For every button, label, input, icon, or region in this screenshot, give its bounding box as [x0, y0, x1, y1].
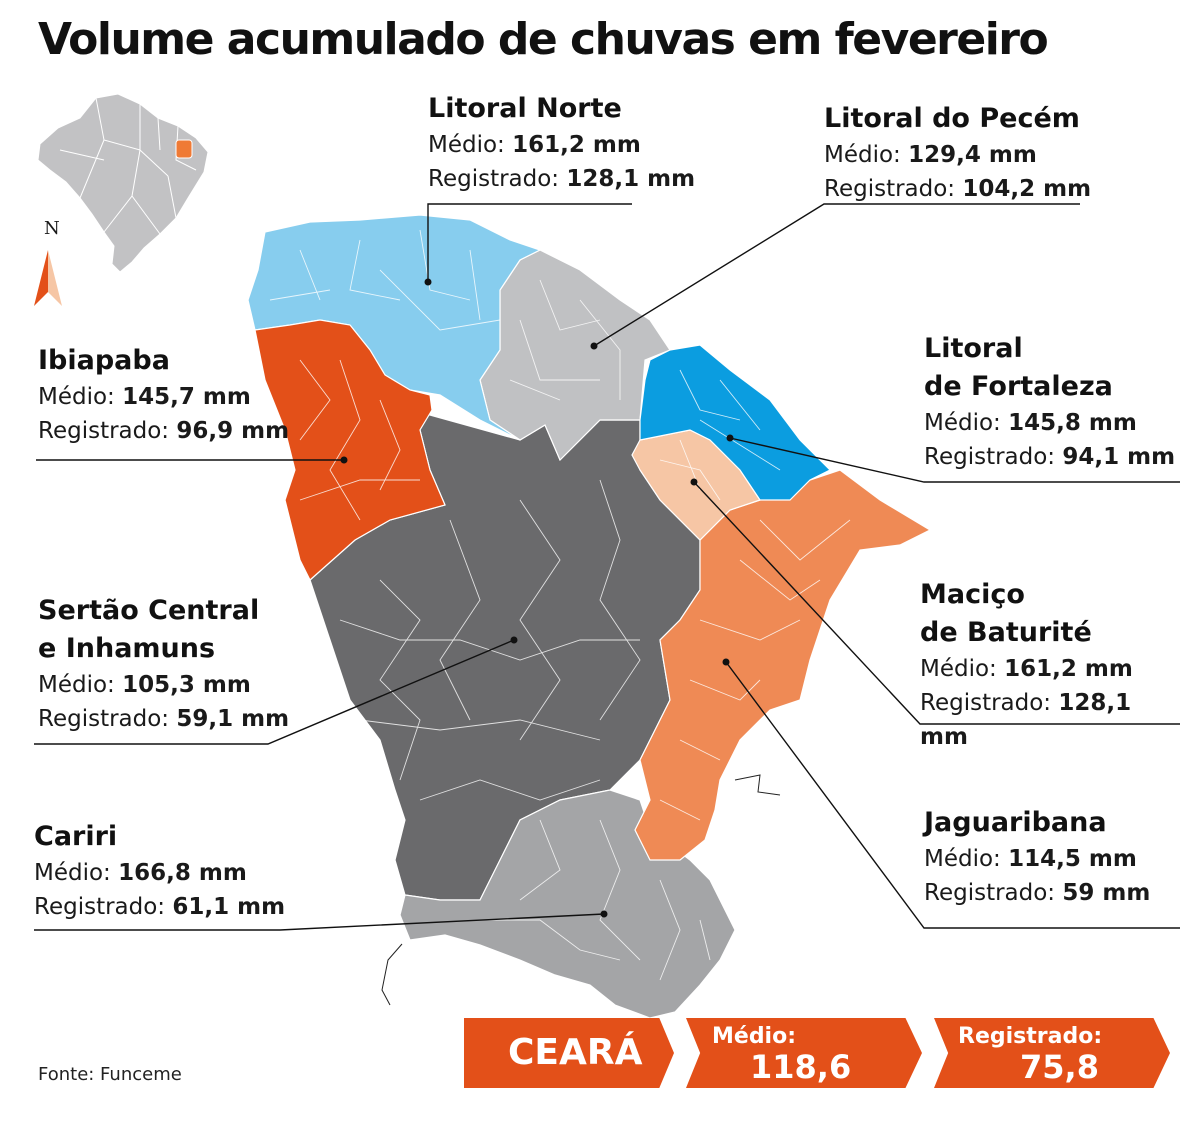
brazil-shape [37, 93, 209, 273]
map-title: Volume acumulado de chuvas em fevereiro [38, 14, 1049, 65]
label-litoral-norte: Litoral Norte Médio: 161,2 mm Registrado… [428, 90, 695, 196]
compass-north-label: N [44, 218, 60, 239]
summary-registrado-label: Registrado: [958, 1024, 1103, 1049]
leader-line-jaguaribana [725, 661, 1180, 929]
summary-state-box: CEARÁ [464, 1018, 674, 1088]
region-name: Jaguaribana [924, 807, 1107, 838]
registrado-value: 104,2 mm [962, 176, 1092, 202]
registrado-value: 61,1 mm [172, 894, 286, 920]
brazil-locator-map [37, 93, 209, 273]
medio-value: 114,5 mm [1008, 846, 1137, 872]
medio-value: 166,8 mm [118, 860, 247, 886]
region-name: Sertão Central [38, 595, 260, 626]
summary-state-name: CEARÁ [508, 1032, 643, 1073]
region-jaguaribana-shape [634, 469, 932, 861]
medio-value: 145,7 mm [122, 384, 251, 410]
registrado-value: 59 mm [1062, 880, 1151, 906]
summary-registrado-value: 75,8 mm [1020, 1048, 1099, 1124]
registrado-value: 128,1 mm [920, 690, 1132, 750]
leader-line-litoral-pecem [593, 203, 1080, 347]
summary-medio-label: Médio: [712, 1024, 797, 1049]
region-name: Litoral [924, 333, 1023, 364]
municipality-lines [269, 229, 851, 981]
region-name: Cariri [34, 821, 118, 852]
label-ibiapaba: Ibiapaba Médio: 145,7 mm Registrado: 96,… [38, 342, 289, 448]
marker-dot-ibiapaba [340, 456, 348, 464]
region-name-line2: de Baturité [920, 617, 1092, 648]
summary-registrado-box: Registrado: 75,8 mm [934, 1018, 1170, 1088]
marker-dot-cariri [600, 910, 608, 918]
marker-dot-litoral-fortaleza [726, 434, 734, 442]
border-tail-lines [381, 774, 781, 1006]
registrado-value: 94,1 mm [1062, 444, 1176, 470]
marker-dot-sertao-central [510, 636, 518, 644]
label-litoral-fortaleza: Litoral de Fortaleza Médio: 145,8 mm Reg… [924, 330, 1175, 474]
region-name: Ibiapaba [38, 345, 170, 376]
leader-line-cariri [34, 913, 605, 931]
leader-line-sertao-central [34, 639, 515, 745]
north-arrow-icon [34, 250, 62, 306]
label-jaguaribana: Jaguaribana Médio: 114,5 mm Registrado: … [924, 804, 1150, 910]
brazil-state-lines [59, 97, 197, 235]
region-name: Maciço [920, 579, 1025, 610]
label-sertao-central: Sertão Central e Inhamuns Médio: 105,3 m… [38, 592, 289, 736]
region-name: Litoral do Pecém [824, 103, 1080, 134]
medio-value: 145,8 mm [1008, 410, 1137, 436]
summary-medio-value: 118,6 mm [750, 1048, 852, 1124]
label-macico-baturite: Maciço de Baturité Médio: 161,2 mm Regis… [920, 576, 1181, 754]
registrado-value: 96,9 mm [176, 418, 290, 444]
region-litoral-fortaleza-shape [639, 344, 832, 501]
medio-value: 161,2 mm [512, 132, 641, 158]
marker-dot-litoral-pecem [590, 342, 598, 350]
region-name-line2: e Inhamuns [38, 633, 216, 664]
region-name-line2: de Fortaleza [924, 371, 1113, 402]
leader-line-litoral-norte [427, 203, 632, 282]
medio-value: 161,2 mm [1004, 656, 1133, 682]
summary-medio-box: Médio: 118,6 mm [686, 1018, 922, 1088]
medio-value: 129,4 mm [908, 142, 1037, 168]
region-ibiapaba-shape [254, 319, 446, 581]
ceara-highlight [175, 139, 193, 159]
region-name: Litoral Norte [428, 93, 622, 124]
registrado-value: 59,1 mm [176, 706, 290, 732]
leader-lines [34, 203, 1180, 931]
registrado-value: 128,1 mm [566, 166, 696, 192]
label-cariri: Cariri Médio: 166,8 mm Registrado: 61,1 … [34, 818, 285, 924]
medio-value: 105,3 mm [122, 672, 251, 698]
marker-dot-litoral-norte [424, 278, 432, 286]
marker-dot-jaguaribana [722, 658, 730, 666]
leader-line-macico-baturite [693, 481, 1180, 725]
label-litoral-pecem: Litoral do Pecém Médio: 129,4 mm Registr… [824, 100, 1091, 206]
region-shapes [247, 214, 932, 1019]
marker-dot-macico-baturite [690, 478, 698, 486]
leader-line-litoral-fortaleza [729, 437, 1180, 483]
source-note: Fonte: Funceme [38, 1064, 182, 1085]
